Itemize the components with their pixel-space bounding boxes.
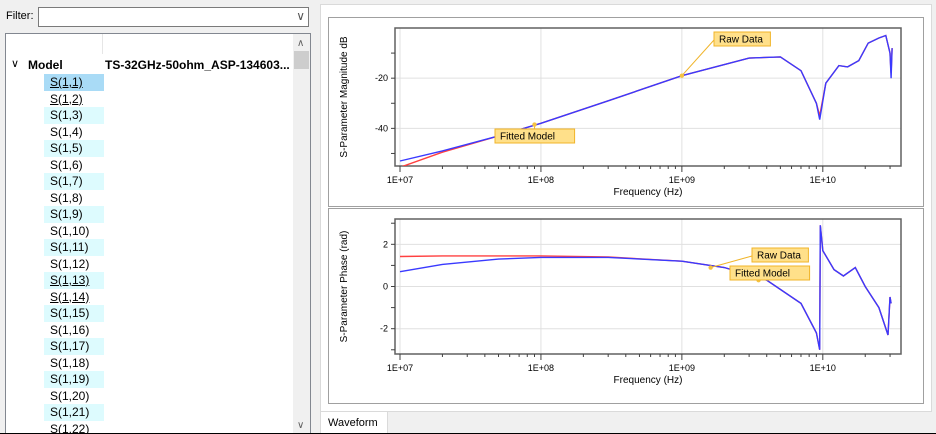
- column-divider[interactable]: [102, 34, 103, 54]
- tree-root-label: Model: [28, 58, 63, 72]
- x-tick-label: 1E+10: [810, 363, 836, 373]
- fitted-model-annotation-callout-text: Fitted Model: [500, 132, 555, 143]
- tree-item[interactable]: S(1,3): [44, 107, 104, 124]
- tree-item[interactable]: S(1,19): [44, 371, 104, 388]
- fitted-model-annotation-callout[interactable]: [729, 265, 811, 281]
- chevron-down-icon[interactable]: ∨: [296, 9, 305, 23]
- fitted-model-annotation-marker: [532, 122, 537, 127]
- tree-root-value: TS-32GHz-50ohm_ASP-134603...: [105, 58, 290, 72]
- raw-data-annotation-callout-text: Raw Data: [719, 35, 763, 46]
- model-tree: ∨ Model TS-32GHz-50ohm_ASP-134603... S(1…: [5, 33, 311, 434]
- x-tick-label: 1E+09: [669, 363, 695, 373]
- fitted-model-annotation-callout-text: Fitted Model: [735, 269, 790, 280]
- y-tick-label: 0: [383, 282, 388, 292]
- tree-item[interactable]: S(1,12): [50, 256, 90, 271]
- filter-label: Filter:: [6, 10, 34, 22]
- tree-item[interactable]: S(1,20): [50, 388, 90, 403]
- raw-data-annotation-leader: [710, 255, 753, 268]
- x-tick-label: 1E+08: [528, 175, 554, 185]
- y-tick-label: 2: [383, 239, 388, 249]
- tree-item[interactable]: S(1,5): [44, 140, 104, 157]
- magnitude-chart-panel: 1E+07 1E+08 1E+09 1E+10 -40 -20 Frequency (Hz)…: [328, 17, 924, 207]
- raw-data-line[interactable]: [399, 34, 893, 162]
- raw-data-annotation-marker: [708, 265, 713, 270]
- y-tick-label: -2: [380, 324, 388, 334]
- raw-data-line[interactable]: [399, 225, 892, 350]
- plot-frame: [394, 27, 902, 167]
- tree-items: S(1,1) S(1,2) S(1,3) S(1,4) S(1,5) S(1,6) S(1,…: [44, 74, 104, 434]
- x-tick-label: 1E+07: [387, 175, 413, 185]
- tree-item[interactable]: S(1,9): [44, 206, 104, 223]
- left-pane: Filter: ∨ ∨ Model TS-32GHz-50ohm_ASP-134…: [0, 0, 316, 434]
- tree-item[interactable]: S(1,13): [44, 272, 104, 289]
- tree-item[interactable]: S(1,21): [44, 404, 104, 421]
- tree-item[interactable]: S(1,8): [50, 190, 83, 205]
- phase-chart-panel: 1E+07 1E+08 1E+09 1E+10 -2 0 2 Frequency (Hz) S-…: [328, 208, 924, 404]
- collapse-chevron-icon[interactable]: ∨: [11, 58, 20, 70]
- y-axis-label: S-Parameter Phase (rad): [339, 231, 350, 343]
- y-tick-label: -40: [375, 123, 388, 133]
- tree-item[interactable]: S(1,4): [50, 124, 83, 139]
- magnitude-chart[interactable]: 1E+07 1E+08 1E+09 1E+10 -40 -20 Frequency (Hz)…: [329, 18, 925, 208]
- bottom-tab-strip: Waveform: [320, 412, 936, 434]
- scrollbar-thumb[interactable]: [294, 51, 309, 69]
- tab-waveform[interactable]: Waveform: [320, 412, 388, 434]
- tree-item[interactable]: S(1,6): [50, 157, 83, 172]
- tree-item[interactable]: S(1,18): [50, 355, 90, 370]
- raw-data-annotation-marker: [679, 73, 685, 78]
- tab-waveform-label: Waveform: [328, 417, 378, 429]
- tree-item[interactable]: S(1,2): [50, 91, 83, 106]
- fitted-model-annotation-callout[interactable]: [494, 128, 576, 144]
- tree-item[interactable]: S(1,16): [50, 322, 90, 337]
- x-tick-label: 1E+10: [810, 175, 836, 185]
- tree-item[interactable]: S(1,11): [44, 239, 104, 256]
- chart-area: 1E+07 1E+08 1E+09 1E+10 -40 -20 Frequency (Hz)…: [320, 4, 932, 412]
- tree-item[interactable]: S(1,1): [44, 74, 104, 91]
- x-axis-label: Frequency (Hz): [614, 187, 683, 198]
- scroll-down-icon[interactable]: ∨: [297, 420, 305, 431]
- raw-data-annotation-callout[interactable]: [713, 31, 771, 47]
- phase-chart[interactable]: 1E+07 1E+08 1E+09 1E+10 -2 0 2 Frequency (Hz) S-…: [329, 209, 925, 405]
- tree-item[interactable]: S(1,17): [44, 338, 104, 355]
- tree-scrollbar[interactable]: ∧ ∨: [293, 34, 310, 434]
- raw-data-annotation-leader: [681, 39, 715, 77]
- raw-data-annotation-callout[interactable]: [751, 247, 809, 263]
- filter-combobox[interactable]: ∨: [38, 7, 309, 27]
- x-axis-label: Frequency (Hz): [614, 375, 683, 386]
- tree-item[interactable]: S(1,10): [50, 223, 90, 238]
- tree-item[interactable]: S(1,14): [50, 289, 90, 304]
- scroll-up-icon[interactable]: ∧: [297, 38, 305, 49]
- tree-item[interactable]: S(1,22): [50, 421, 90, 434]
- raw-data-annotation-callout-text: Raw Data: [757, 251, 801, 262]
- x-tick-label: 1E+09: [669, 175, 695, 185]
- x-tick-label: 1E+07: [387, 363, 413, 373]
- y-axis-label: S-Parameter Magnitude dB: [339, 36, 350, 158]
- tree-item[interactable]: S(1,15): [44, 305, 104, 322]
- x-tick-label: 1E+08: [528, 363, 554, 373]
- tree-item[interactable]: S(1,7): [44, 173, 104, 190]
- y-tick-label: -20: [375, 73, 388, 83]
- fitted-model-line[interactable]: [400, 34, 893, 168]
- tree-root-model[interactable]: ∨ Model TS-32GHz-50ohm_ASP-134603...: [6, 56, 296, 74]
